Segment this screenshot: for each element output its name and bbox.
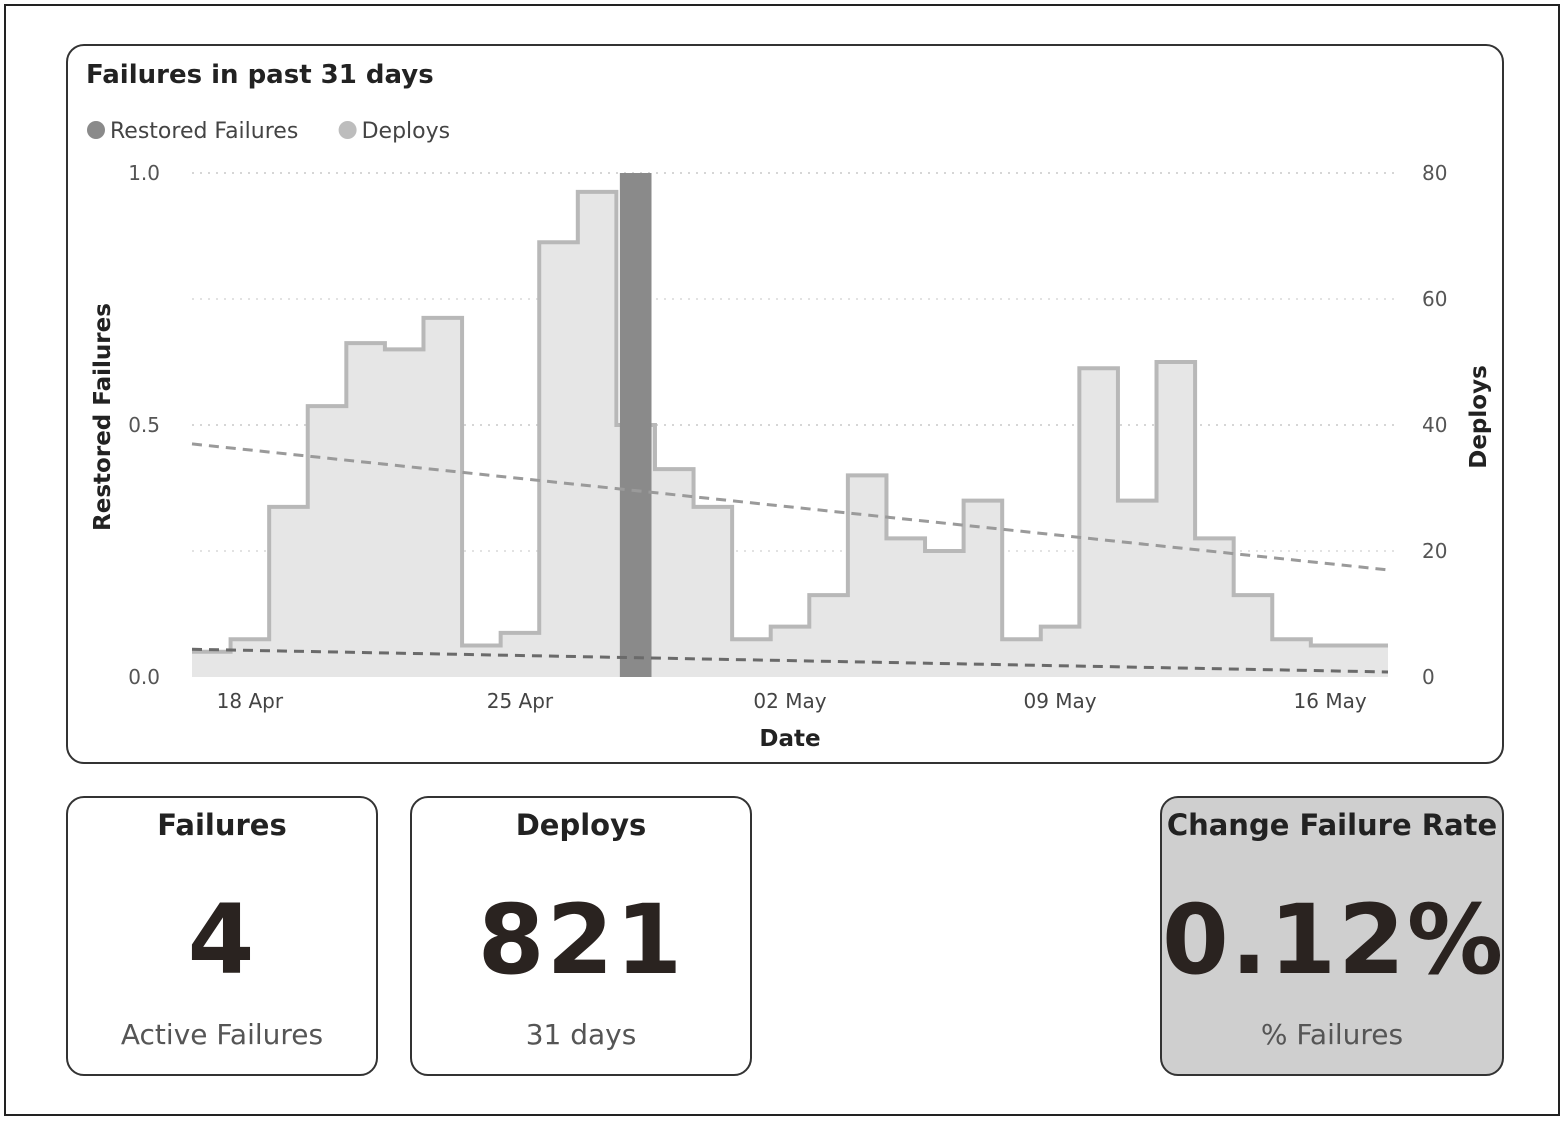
failures-kpi-value: 4 <box>187 884 257 996</box>
deploys-kpi-subtitle: 31 days <box>525 1018 637 1051</box>
deploys-kpi-value: 821 <box>477 884 685 996</box>
legend-marker-0 <box>87 121 105 139</box>
chart-title: Failures in past 31 days <box>86 60 434 90</box>
x-tick-label: 16 May <box>1294 689 1367 713</box>
y-right-tick-label: 80 <box>1422 161 1447 185</box>
x-tick-label: 02 May <box>753 689 826 713</box>
deploys-trendline <box>191 442 1389 572</box>
failures-chart-card[interactable]: Failures in past 31 days Restored Failure… <box>66 44 1504 764</box>
y-left-tick-label: 0.0 <box>128 665 160 689</box>
x-axis-title: Date <box>759 726 820 752</box>
x-tick-label: 09 May <box>1023 689 1096 713</box>
change-failure-rate-kpi-subtitle: % Failures <box>1260 1018 1404 1051</box>
legend-marker-1 <box>338 121 357 139</box>
change-failure-rate-kpi-value: 0.12% <box>1162 884 1506 996</box>
change-failure-rate-kpi-title: Change Failure Rate <box>1166 808 1498 842</box>
dashboard-frame <box>4 4 1560 1116</box>
deploys-step-line <box>192 189 1388 654</box>
y-right-tick-label: 40 <box>1422 413 1447 437</box>
failures-chart: Failures in past 31 days Restored Failure… <box>86 60 1492 752</box>
legend-label-1: Deploys <box>362 119 451 144</box>
legend-label-0: Restored Failures <box>110 119 298 144</box>
change-failure-rate-kpi-card[interactable]: Change Failure Rate 0.12% % Failures <box>1160 796 1504 1076</box>
failures-kpi-card[interactable]: Failures 4 Active Failures <box>66 796 378 1076</box>
failures-kpi-subtitle: Active Failures <box>120 1018 324 1051</box>
deploys-kpi-card[interactable]: Deploys 821 31 days <box>410 796 752 1076</box>
y-left-axis-title: Restored Failures <box>90 303 116 531</box>
y-right-tick-label: 60 <box>1422 287 1447 311</box>
y-right-tick-label: 0 <box>1422 665 1435 689</box>
y-right-axis-title: Deploys <box>1466 365 1492 469</box>
deploys-area <box>192 191 1388 677</box>
failures-trendline <box>191 647 1389 674</box>
y-right-tick-label: 20 <box>1422 539 1447 563</box>
x-tick-label: 18 Apr <box>217 689 284 713</box>
y-left-tick-label: 0.5 <box>128 413 160 437</box>
failures-kpi-title: Failures <box>157 808 287 842</box>
restored-failures-bar <box>619 173 652 677</box>
deploys-kpi-title: Deploys <box>515 808 647 842</box>
y-left-tick-label: 1.0 <box>128 161 160 185</box>
x-tick-label: 25 Apr <box>487 689 554 713</box>
